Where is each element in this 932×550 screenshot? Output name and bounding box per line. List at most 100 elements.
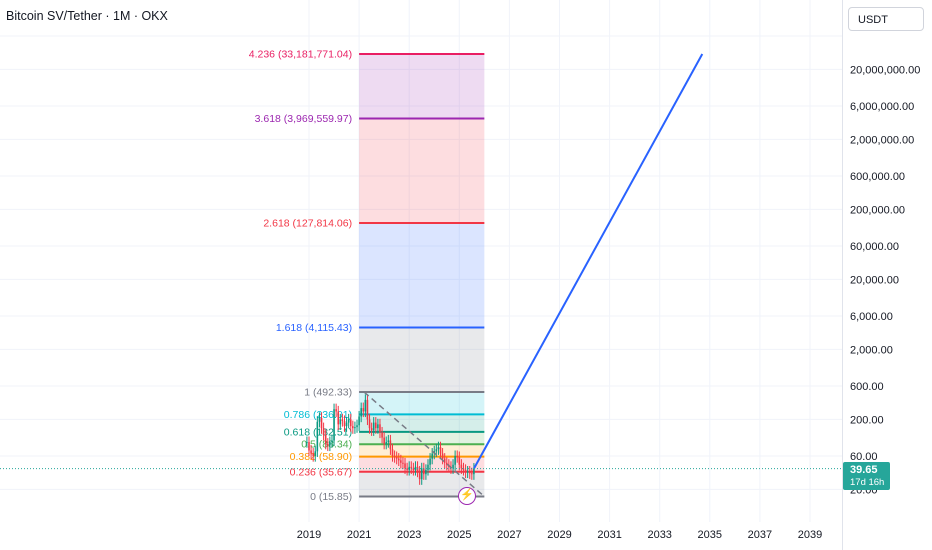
fib-level-label: 0 (15.85) [310, 491, 352, 503]
candle-body [308, 442, 310, 451]
y-axis-tick-label: 20,000,000.00 [850, 64, 920, 76]
y-axis-tick-label: 60,000.00 [850, 241, 899, 253]
fib-zone [359, 414, 485, 432]
fib-level-label: 1.618 (4,115.43) [276, 322, 352, 334]
candle-body [439, 447, 442, 454]
projection-trend-line[interactable] [473, 53, 704, 470]
candle-body [435, 449, 438, 452]
candle-body [352, 426, 354, 429]
candle-body [324, 434, 327, 444]
candle-body [395, 457, 398, 459]
candle-body [452, 464, 454, 469]
candle-body [387, 440, 390, 443]
candle-body [318, 417, 321, 422]
fib-level-label: 4.236 (33,181,771.04) [249, 49, 352, 61]
candle-body [329, 442, 331, 446]
candle-body [393, 456, 396, 458]
candle-body [423, 468, 425, 475]
x-axis-tick-label: 2029 [547, 529, 571, 541]
candle-countdown: 17d 16h [850, 477, 885, 488]
candle-body [345, 422, 348, 427]
candle-body [379, 424, 381, 433]
candle-body [418, 471, 421, 480]
candle-body [456, 456, 459, 458]
candle-body [310, 450, 312, 454]
candle-body [429, 458, 431, 465]
candle-body [364, 399, 367, 412]
y-axis-tick-label: 60.00 [850, 451, 878, 463]
fib-level-label: 1 (492.33) [304, 387, 352, 399]
candle-body [414, 466, 417, 470]
candle-body [466, 471, 469, 473]
candle-body [354, 427, 356, 429]
x-axis-tick-label: 2039 [798, 529, 822, 541]
fib-level-label: 0.5 (88.34) [301, 439, 352, 451]
candle-body [322, 428, 325, 435]
candle-body [347, 419, 350, 423]
candle-body [454, 456, 456, 465]
candle-body [341, 419, 344, 421]
candle-body [441, 453, 444, 459]
trend-dashed-line[interactable] [363, 391, 485, 498]
fib-level-label: 0.236 (35.67) [290, 466, 352, 478]
candle-body [408, 466, 410, 470]
candle-body [320, 417, 323, 429]
candle-body [339, 419, 342, 425]
candle-body [331, 440, 333, 443]
fib-zone [359, 118, 485, 224]
candle-body [462, 468, 465, 470]
candle-body [406, 468, 408, 470]
candle-body [349, 419, 352, 427]
fib-zone [359, 327, 485, 393]
candle-body [402, 462, 404, 464]
candle-body [404, 463, 406, 469]
current-price: 39.65 [850, 464, 878, 476]
candle-body [410, 466, 413, 469]
candle-body [372, 422, 375, 431]
price-axis: 20,000,000.00 6,000,000.00 2,000,000.00 600… [850, 64, 920, 496]
x-axis-tick-label: 2037 [748, 529, 772, 541]
x-axis-tick-label: 2027 [497, 529, 521, 541]
fib-level-label: 2.618 (127,814.06) [263, 218, 352, 230]
candle-body [385, 442, 388, 444]
candle-body [343, 420, 346, 427]
fib-zone [359, 223, 485, 328]
candle-body [427, 464, 429, 470]
candle-body [420, 468, 423, 480]
candle-body [316, 421, 319, 452]
x-axis-tick-label: 2021 [347, 529, 371, 541]
fib-level-label: 3.618 (3,969,559.97) [255, 113, 353, 125]
y-axis-tick-label: 200.00 [850, 414, 884, 426]
candle-body [425, 469, 427, 475]
candle-body [335, 409, 337, 412]
candle-body [360, 408, 362, 417]
candle-body [400, 460, 402, 463]
candle-body [416, 466, 419, 472]
candle-body [389, 440, 392, 450]
candle-body [358, 416, 360, 426]
y-axis-tick-label: 20,000.00 [850, 274, 899, 286]
fib-zone [359, 392, 485, 415]
candle-body [337, 411, 340, 425]
candle-body [431, 453, 433, 459]
x-axis-tick-label: 2033 [647, 529, 671, 541]
candle-body [375, 422, 377, 429]
x-axis-tick-label: 2023 [397, 529, 421, 541]
candle-body [314, 451, 317, 456]
price-axis-panel[interactable] [842, 0, 932, 550]
x-axis-tick-label: 2025 [447, 529, 471, 541]
candle-body [362, 408, 365, 412]
lightning-icon[interactable]: ⚡ [458, 487, 476, 505]
candle-body [443, 458, 446, 463]
currency-button[interactable]: USDT [848, 7, 924, 31]
candle-body [356, 425, 358, 428]
fib-level-label: 0.786 (236.01) [284, 409, 352, 421]
candle-body [312, 453, 314, 456]
candle-body [445, 462, 448, 465]
current-price-badge: 39.65 17d 16h [843, 462, 890, 490]
y-axis-tick-label: 6,000,000.00 [850, 101, 914, 113]
candle-body [391, 449, 394, 456]
candle-body [471, 473, 473, 475]
candle-body [370, 428, 373, 431]
